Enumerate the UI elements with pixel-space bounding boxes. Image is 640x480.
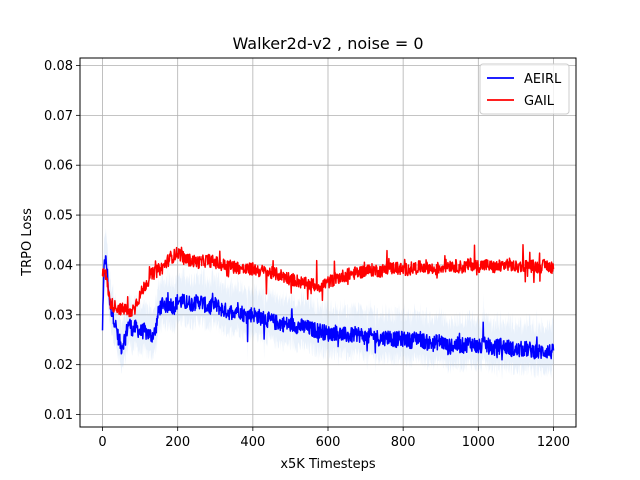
y-tick-label: 0.02 bbox=[44, 358, 73, 373]
y-tick-label: 0.03 bbox=[44, 308, 73, 323]
series-line-aeirl bbox=[101, 255, 555, 361]
y-tick-label: 0.07 bbox=[44, 109, 73, 124]
chart-title: Walker2d-v2 , noise = 0 bbox=[232, 34, 423, 53]
x-tick-label: 200 bbox=[165, 435, 190, 450]
x-axis-label: x5K Timesteps bbox=[280, 457, 376, 472]
y-tick-label: 0.04 bbox=[44, 258, 73, 273]
plot-area bbox=[101, 228, 555, 380]
legend-label-gail: GAIL bbox=[524, 94, 555, 109]
x-tick-label: 1000 bbox=[462, 435, 495, 450]
y-tick-label: 0.05 bbox=[44, 209, 73, 224]
legend-label-aeirl: AEIRL bbox=[524, 72, 562, 87]
y-tick-label: 0.01 bbox=[44, 408, 73, 423]
legend-box bbox=[479, 63, 570, 115]
y-tick-label: 0.06 bbox=[44, 159, 73, 174]
x-tick-label: 1200 bbox=[537, 435, 570, 450]
y-tick-label: 0.08 bbox=[44, 59, 73, 74]
x-tick-label: 600 bbox=[316, 435, 341, 450]
axis-ticks: 0 200 400 600 800 1000 1200 0.01 0.02 0.03 0.04 0.0… bbox=[44, 59, 570, 450]
y-axis-label: TRPO Loss bbox=[20, 208, 35, 277]
legend: AEIRL GAIL bbox=[479, 63, 570, 115]
x-tick-label: 800 bbox=[391, 435, 416, 450]
x-tick-label: 0 bbox=[98, 435, 106, 450]
series-line-gail bbox=[101, 244, 555, 318]
x-tick-label: 400 bbox=[240, 435, 265, 450]
